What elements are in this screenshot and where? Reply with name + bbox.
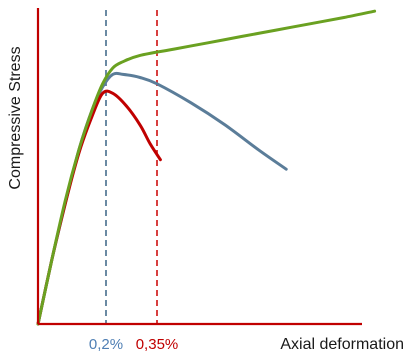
- axes: [36, 8, 362, 326]
- reference-line-label-0: 0,2%: [89, 336, 123, 353]
- y-axis-title: Compressive Stress: [7, 46, 24, 189]
- series-line-0: [36, 9, 377, 326]
- tick-labels: 0,2% 0,35%: [89, 336, 178, 353]
- reference-line-label-1: 0,35%: [136, 336, 179, 353]
- reference-lines: [105, 10, 158, 324]
- series-line-2: [36, 89, 162, 326]
- x-axis-title: Axial deformation: [280, 336, 404, 353]
- curves: [36, 9, 377, 326]
- series-line-1: [36, 71, 288, 326]
